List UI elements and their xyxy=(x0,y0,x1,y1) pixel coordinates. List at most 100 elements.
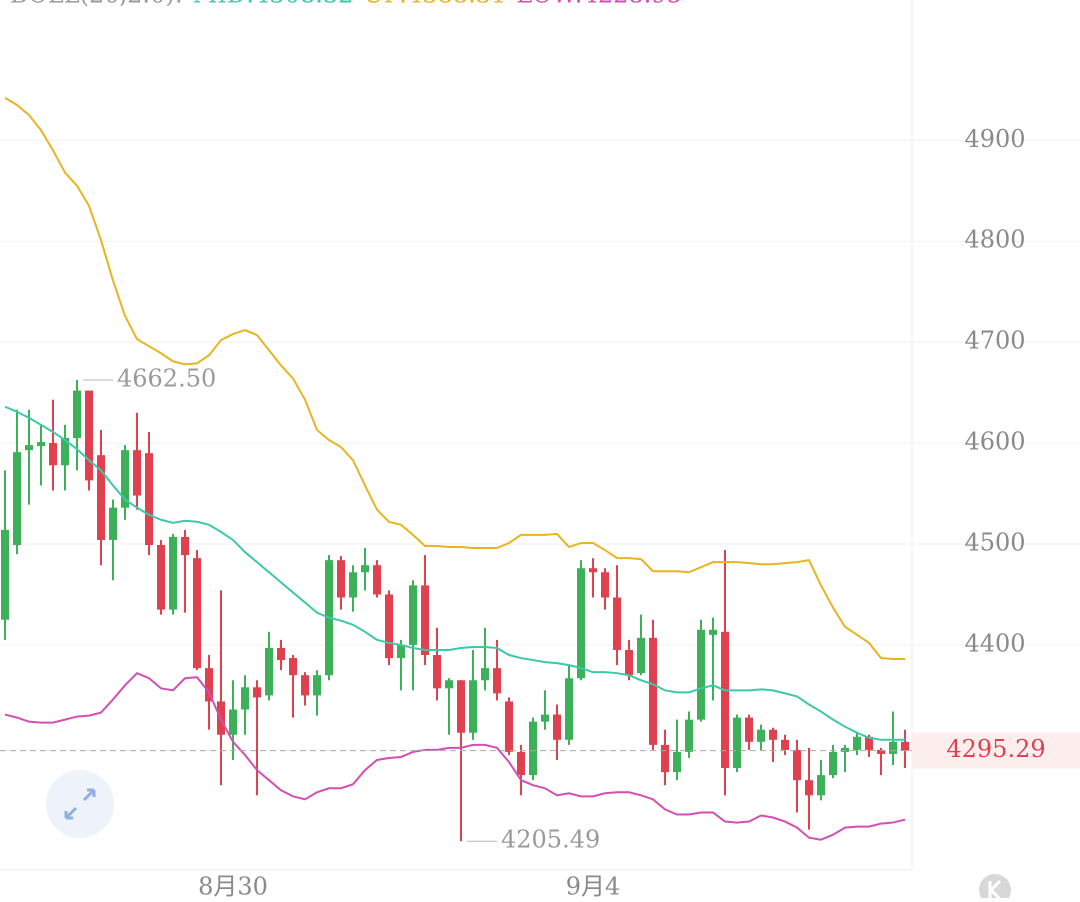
annotation-label: 4662.50 xyxy=(117,364,216,392)
candle-body xyxy=(505,701,513,752)
y-tick-label: 4500 xyxy=(964,529,1025,557)
expand-button[interactable] xyxy=(46,770,114,838)
x-tick-label: 9月4 xyxy=(566,873,621,899)
k-button[interactable] xyxy=(979,874,1011,902)
candle-body xyxy=(577,568,585,679)
candle-body xyxy=(517,751,525,776)
candle-body xyxy=(733,717,741,769)
y-tick-label: 4600 xyxy=(964,428,1025,456)
k-icon xyxy=(988,879,1002,901)
band-line xyxy=(4,405,905,741)
candle-body xyxy=(373,565,381,595)
candle-body xyxy=(493,668,501,694)
candle-body xyxy=(109,507,117,540)
candle-body xyxy=(649,637,657,745)
candle-body xyxy=(265,647,273,696)
legend-entry: LOW:4228.95 xyxy=(516,0,682,9)
candle-body xyxy=(721,631,729,769)
expand-icon xyxy=(64,788,96,820)
candle-body xyxy=(61,438,69,466)
candle-body xyxy=(793,749,801,781)
candle-body xyxy=(97,455,105,540)
last-price-label: 4295.29 xyxy=(946,735,1045,763)
y-tick-label: 4800 xyxy=(964,226,1025,254)
candle-body xyxy=(757,729,765,742)
band-line xyxy=(4,97,905,661)
candle-body xyxy=(421,585,429,656)
candle-body xyxy=(841,747,849,752)
candle-body xyxy=(685,719,693,752)
y-tick-label: 4400 xyxy=(964,629,1025,657)
candle-body xyxy=(1,529,9,620)
expand-bg xyxy=(46,770,114,838)
legend-entry: UP:4388.31 xyxy=(363,0,506,9)
candle-body xyxy=(13,452,21,546)
y-tick-label: 4900 xyxy=(964,125,1025,153)
candle-body xyxy=(781,739,789,750)
candle-body xyxy=(73,390,81,439)
candle-body xyxy=(157,545,165,610)
candle-body xyxy=(385,594,393,659)
candle-body xyxy=(169,536,177,610)
candle-body xyxy=(433,655,441,689)
candle-body xyxy=(133,450,141,496)
legend-entry: MID:4308.32 xyxy=(193,0,354,9)
candle-body xyxy=(889,741,897,754)
candle-body xyxy=(541,714,549,722)
candle-body xyxy=(145,453,153,546)
candle-body xyxy=(829,751,837,776)
candle-body xyxy=(745,717,753,742)
candle-body xyxy=(25,445,33,451)
candle-body xyxy=(229,709,237,735)
candle-body xyxy=(673,751,681,773)
candle-body xyxy=(853,736,861,750)
candle-body xyxy=(397,644,405,659)
candle-body xyxy=(805,780,813,796)
candle-body xyxy=(289,658,297,676)
candle-body xyxy=(613,597,621,650)
candle-body xyxy=(877,749,885,754)
candle-body xyxy=(313,675,321,696)
candle-body xyxy=(277,647,285,661)
candle-body xyxy=(205,668,213,702)
y-tick-label: 4700 xyxy=(964,327,1025,355)
candle-body xyxy=(901,741,909,751)
candle-body xyxy=(301,675,309,696)
candle-body xyxy=(481,668,489,681)
candle-body xyxy=(361,565,369,573)
candle-body xyxy=(553,714,561,740)
band-line xyxy=(4,672,906,841)
annotation-label: 4205.49 xyxy=(501,826,600,854)
candle-body xyxy=(661,744,669,773)
last-price-bg xyxy=(912,732,1080,769)
candle-body xyxy=(37,442,45,447)
candle-body xyxy=(601,572,609,598)
candle-body xyxy=(121,450,129,508)
candle-body xyxy=(625,649,633,676)
x-tick-label: 8月30 xyxy=(198,873,268,899)
candle-body xyxy=(409,585,417,645)
candle-body xyxy=(529,721,537,776)
candle-body xyxy=(85,390,93,481)
candle-body xyxy=(469,680,477,733)
grid xyxy=(0,139,1080,646)
candle-body xyxy=(193,558,201,669)
candle-body xyxy=(49,443,57,466)
candle-body xyxy=(817,775,825,796)
candle-body xyxy=(769,729,777,740)
candle-body xyxy=(457,680,465,733)
candle-body xyxy=(865,736,873,750)
candle-body xyxy=(241,687,249,710)
candle-body xyxy=(253,687,261,698)
candle-body xyxy=(589,568,597,573)
candle-body xyxy=(697,629,705,720)
candle-body xyxy=(445,680,453,689)
candle-body xyxy=(709,629,717,635)
candle-body xyxy=(181,536,189,556)
candle-body xyxy=(637,637,645,674)
candle-body xyxy=(349,572,357,598)
candle-body xyxy=(565,678,573,740)
candle-body xyxy=(337,560,345,598)
legend-entry: BOLL(20,2.0): xyxy=(10,0,183,9)
